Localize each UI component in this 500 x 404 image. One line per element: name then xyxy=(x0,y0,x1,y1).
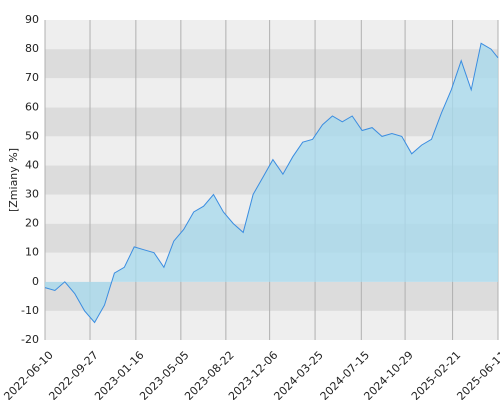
y-tick-label: 40 xyxy=(25,158,39,171)
y-tick-label: 90 xyxy=(25,13,39,26)
y-axis-label: [Zmiany %] xyxy=(7,148,20,212)
grid-band xyxy=(45,49,498,79)
y-tick-label: 10 xyxy=(25,246,39,259)
grid-band xyxy=(45,78,498,108)
y-tick-label: 20 xyxy=(25,217,39,230)
y-tick-label: -10 xyxy=(21,304,39,317)
y-tick-label: 50 xyxy=(25,129,39,142)
grid-band xyxy=(45,310,498,340)
grid-band xyxy=(45,281,498,311)
y-tick-label: 80 xyxy=(25,42,39,55)
x-tick-label: 2024-03-25 xyxy=(271,349,325,400)
grid-band xyxy=(45,20,498,50)
y-tick-label: 0 xyxy=(32,275,39,288)
y-tick-label: -20 xyxy=(21,333,39,346)
y-tick-label: 30 xyxy=(25,188,39,201)
y-tick-label: 70 xyxy=(25,71,39,84)
y-tick-label: 60 xyxy=(25,100,39,113)
line xyxy=(44,42,499,324)
area xyxy=(45,43,498,323)
grid-band xyxy=(45,107,498,137)
